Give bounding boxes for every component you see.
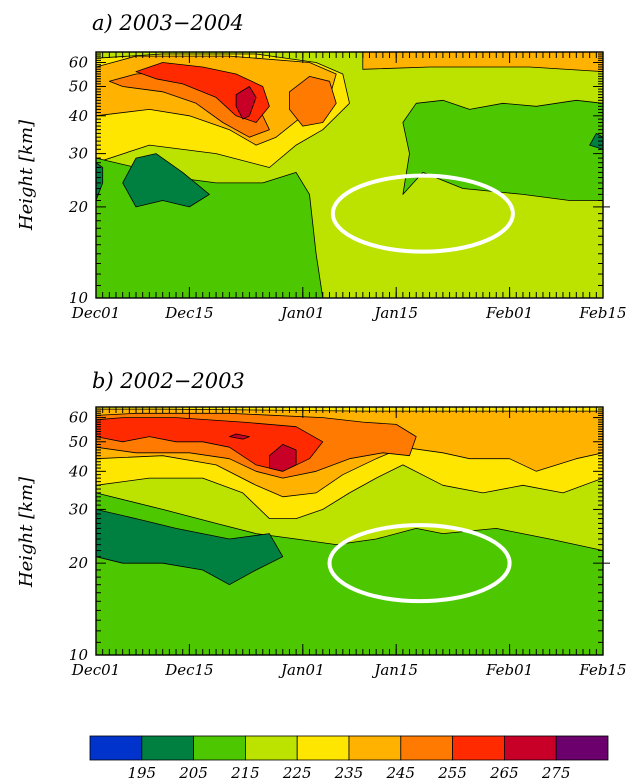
colorbar-swatch: [555, 735, 609, 761]
plot-area: [96, 52, 603, 298]
x-tick-label: Jan01: [278, 661, 325, 679]
contour-region: [235, 86, 257, 120]
colorbar-label: 225: [282, 764, 312, 780]
colorbar-swatch: [193, 735, 246, 761]
y-minor-ticks: [96, 51, 603, 299]
colorbar-swatch: [348, 735, 402, 761]
colorbar-swatch: [452, 735, 505, 761]
x-tick-label: Feb15: [578, 661, 626, 679]
x-tick-label: Feb15: [578, 304, 626, 322]
colorbar-label: 195: [127, 764, 156, 780]
y-tick-label: 10: [69, 289, 89, 307]
colorbar-swatch: [141, 735, 195, 761]
colorbar-label: 235: [334, 764, 364, 780]
colorbar-swatch: [400, 735, 453, 761]
colorbar-label: 255: [437, 764, 467, 780]
x-minor-ticks: [95, 52, 604, 298]
panel-a: a) 2003−2004 Height [km] Dec01 Dec15 Jan01…: [16, 11, 627, 322]
x-tick-label: Feb01: [485, 304, 533, 322]
plot-area: [96, 407, 603, 655]
x-tick-label: Feb01: [485, 661, 533, 679]
y-tick-label: 60: [69, 54, 89, 72]
y-tick-label: 10: [69, 646, 89, 664]
y-minor-ticks: [96, 406, 603, 656]
contour-region: [135, 62, 270, 123]
panel-b: b) 2002−2003 Height [km] Dec01 Dec15 Jan01…: [16, 369, 627, 679]
x-tick-label: Jan15: [371, 661, 418, 679]
y-tick-label: 30: [69, 500, 89, 518]
y-axis-label: Height [km]: [16, 119, 37, 231]
y-tick-label: 40: [68, 107, 89, 125]
contour-region: [122, 153, 210, 208]
y-tick-label: 50: [69, 77, 89, 95]
x-minor-ticks: [95, 407, 604, 655]
y-axis-label: Height [km]: [16, 476, 37, 588]
x-tick-label: Jan15: [371, 304, 418, 322]
colorbar-swatch: [296, 735, 350, 761]
contour-region: [268, 443, 297, 472]
colorbar-label: 205: [178, 764, 208, 780]
panel-title: a) 2003−2004: [92, 11, 244, 35]
y-tick-label: 40: [68, 462, 89, 480]
x-tick-label: Dec15: [164, 661, 213, 679]
highlight-ellipse: [330, 173, 515, 254]
y-tick-label: 30: [69, 145, 89, 163]
panel-title: b) 2002−2003: [92, 369, 245, 393]
y-tick-label: 20: [68, 198, 89, 216]
colorbar-label: 245: [385, 764, 415, 780]
colorbar-label: 215: [230, 764, 260, 780]
x-tick-label: Dec15: [164, 304, 213, 322]
y-tick-label: 50: [69, 433, 89, 451]
colorbar-label: 265: [489, 764, 519, 780]
x-tick-label: Dec01: [71, 661, 120, 679]
x-tick-label: Dec01: [71, 304, 120, 322]
colorbar-swatch: [244, 735, 298, 761]
highlight-ellipse: [327, 523, 512, 604]
colorbar-label: 275: [541, 764, 571, 780]
x-tick-label: Jan01: [278, 304, 325, 322]
contour-region: [289, 76, 337, 127]
colorbar-swatch: [503, 735, 557, 761]
contour-region: [228, 433, 250, 440]
contour-region: [96, 508, 284, 586]
colorbar: 195 205 215 225 235 245 255 265 275: [89, 735, 609, 780]
y-tick-label: 60: [69, 409, 89, 427]
y-tick-label: 20: [68, 554, 89, 572]
colorbar-swatch: [89, 735, 143, 761]
